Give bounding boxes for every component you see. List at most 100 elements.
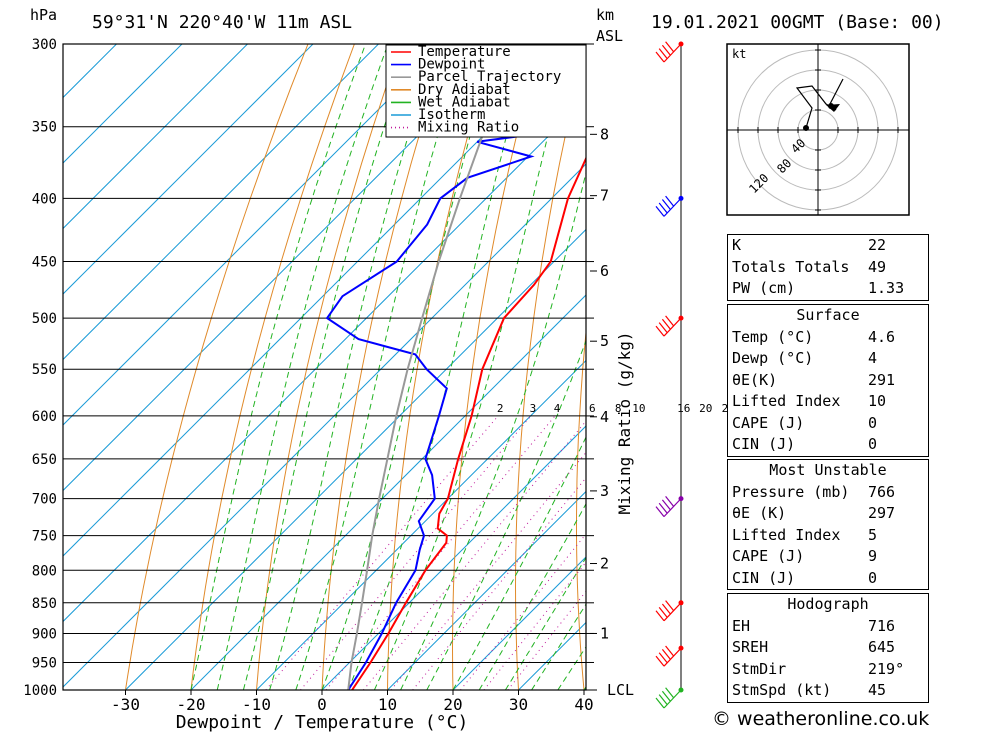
mixing-ratio-label: 3 xyxy=(530,402,537,415)
pressure-tick-labels: 300 350 400 450 500 550 600 650 700 750 800 850 900 9… xyxy=(23,37,57,699)
temperature-tick-label: -30 xyxy=(111,695,140,714)
pressure-tick-label: 900 xyxy=(32,626,57,642)
hodograph-surface-dot xyxy=(803,125,809,131)
wet-adiabat-line xyxy=(269,44,438,690)
indices-panel: K 22 Totals Totals 49 PW (cm) 1.33 xyxy=(727,234,929,301)
temperature-tick-label: 10 xyxy=(378,695,397,714)
stmspd-row: StmSpd (kt) 45 xyxy=(728,680,928,702)
pressure-tick-label: 300 xyxy=(32,37,57,53)
mu-theta-row: θE (K) 297 xyxy=(728,503,928,525)
datetime-title: 19.01.2021 00GMT (Base: 00) xyxy=(651,12,944,33)
mixing-ratio-axis-label: Mixing Ratio (g/kg) xyxy=(615,331,634,514)
wet-adiabat-line xyxy=(373,44,573,690)
stmdir-label: StmDir xyxy=(732,659,787,678)
asl-label: ASL xyxy=(596,27,623,45)
mu-theta-label: θE (K) xyxy=(732,504,787,522)
hodograph-storm-arrow xyxy=(826,104,840,112)
stmdir-value: 219° xyxy=(868,659,905,678)
mixing-ratio-label: 16 xyxy=(677,402,690,415)
hodograph-unit-label: kt xyxy=(732,47,746,61)
mu-pressure-label: Pressure (mb) xyxy=(732,482,850,501)
pressure-tick-label: 350 xyxy=(32,120,57,136)
mixing-ratio-label: 4 xyxy=(554,402,561,415)
k-index-label: K xyxy=(732,236,742,254)
credit-link[interactable]: © weatheronline.co.uk xyxy=(712,708,930,730)
pressure-tick-label: 650 xyxy=(32,452,57,468)
sreh-value: 645 xyxy=(868,638,896,656)
altitude-tick-label: 1 xyxy=(600,624,609,642)
wind-barb xyxy=(655,496,682,518)
isotherm-line xyxy=(63,44,314,295)
totals-totals-label: Totals Totals xyxy=(732,257,850,276)
isotherm-line xyxy=(63,163,586,688)
dry-adiabat-line xyxy=(693,44,726,690)
temperature-tick-label: 20 xyxy=(443,695,462,714)
surface-theta-value: 291 xyxy=(868,370,896,389)
wet-adiabat-line xyxy=(400,170,586,690)
dry-adiabat-line xyxy=(321,44,448,690)
mu-cape-value: 9 xyxy=(868,547,878,565)
surface-cin-value: 0 xyxy=(868,435,878,453)
surface-dewp-row: Dewp (°C) 4 xyxy=(728,348,928,370)
altitude-tick-label: 6 xyxy=(600,262,609,280)
mixing-ratio-label: 8 xyxy=(615,402,622,415)
wet-adiabat-line xyxy=(295,44,467,690)
totals-totals-row: Totals Totals 49 xyxy=(728,257,928,279)
surface-cin-label: CIN (J) xyxy=(732,435,796,453)
plot-frame xyxy=(62,43,587,691)
mu-cape-row: CAPE (J) 9 xyxy=(728,546,928,568)
stmspd-label: StmSpd (kt) xyxy=(732,681,832,699)
mu-cin-label: CIN (J) xyxy=(732,568,796,587)
mu-pressure-row: Pressure (mb) 766 xyxy=(728,482,928,504)
eh-label: EH xyxy=(732,616,751,635)
altitude-tick-labels: 8 7 6 5 4 3 2 1 LCL xyxy=(590,125,634,699)
k-index-row: K 22 xyxy=(728,235,928,257)
altitude-tick-label: 7 xyxy=(600,187,609,205)
isotherm-line xyxy=(63,44,248,230)
hodograph-table-panel: Hodograph EH 716 SREH 645 StmDir 219° StmSp… xyxy=(727,593,929,703)
sreh-row: SREH 645 xyxy=(728,637,928,659)
pressure-tick-label: 700 xyxy=(32,492,57,508)
mixing-ratio-label: 6 xyxy=(589,402,596,415)
legend-entry: Parcel Trajectory xyxy=(418,69,561,85)
legend-entry: Temperature xyxy=(418,44,511,60)
isotherm-line xyxy=(63,44,117,99)
wet-adiabat-line xyxy=(426,339,586,690)
temperature-line xyxy=(351,155,586,690)
temperature-tick-label: 0 xyxy=(317,695,327,714)
surface-temp-value: 4.6 xyxy=(868,327,896,346)
mixing-ratio-line xyxy=(363,420,586,690)
mixing-ratio-label: 20 xyxy=(699,402,712,415)
legend-entry: Wet Adiabat xyxy=(418,94,511,110)
mu-theta-value: 297 xyxy=(868,504,896,522)
wind-barb xyxy=(655,687,682,709)
pressure-tick-label: 450 xyxy=(32,255,57,271)
wind-barb xyxy=(655,41,682,63)
isotherm-line xyxy=(63,44,183,164)
hodograph-table-title: Hodograph xyxy=(787,595,869,613)
pw-label: PW (cm) xyxy=(732,279,796,297)
wind-barb xyxy=(655,600,682,622)
surface-li-label: Lifted Index xyxy=(732,392,841,410)
pressure-tick-label: 550 xyxy=(32,362,57,378)
surface-panel: Surface Temp (°C) 4.6 Dewp (°C) 4 θE(K) 291… xyxy=(727,304,929,457)
sreh-label: SREH xyxy=(732,638,769,656)
altitude-tick-label: 8 xyxy=(600,125,609,143)
x-axis-label: Dewpoint / Temperature (°C) xyxy=(176,712,469,733)
isotherm-line xyxy=(321,425,586,690)
legend-box xyxy=(385,44,587,138)
pressure-tick-label: 850 xyxy=(32,596,57,612)
wet-adiabat-line xyxy=(216,44,389,690)
temperature-tick-label: 30 xyxy=(509,695,528,714)
surface-temp-label: Temp (°C) xyxy=(732,327,814,346)
altitude-tick-label: 4 xyxy=(600,408,609,426)
temperature-tick-label: -10 xyxy=(242,695,271,714)
mu-cin-value: 0 xyxy=(868,568,878,587)
stmspd-value: 45 xyxy=(868,681,887,699)
mixing-ratio-line xyxy=(325,415,556,690)
wind-barb xyxy=(655,195,682,217)
dry-adiabat-line xyxy=(514,44,586,690)
surface-theta-row: θE(K) 291 xyxy=(728,370,928,392)
